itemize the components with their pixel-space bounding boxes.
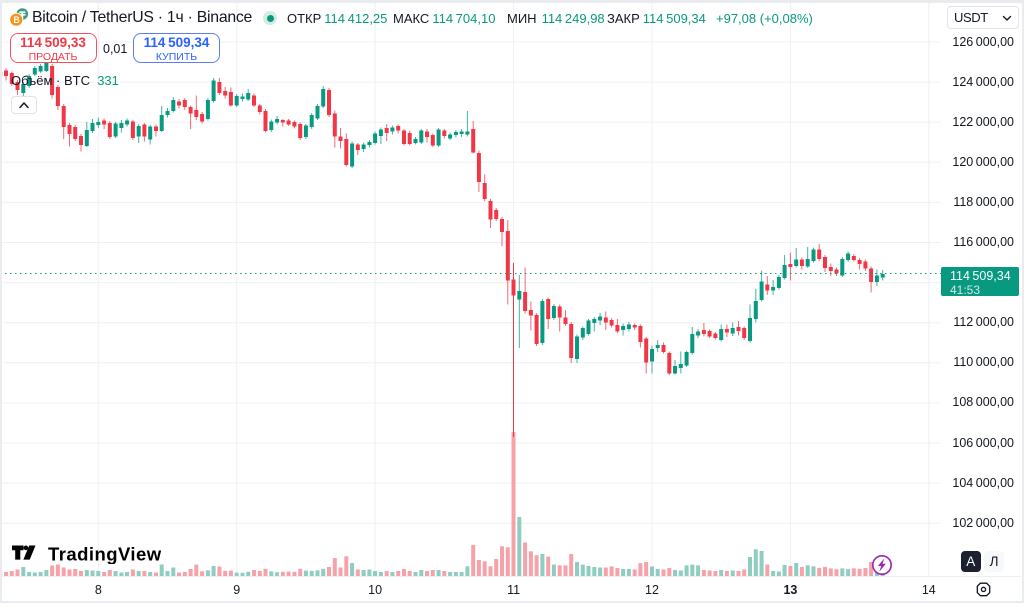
svg-text:B: B: [13, 15, 19, 25]
svg-text:TradingView: TradingView: [48, 544, 162, 564]
